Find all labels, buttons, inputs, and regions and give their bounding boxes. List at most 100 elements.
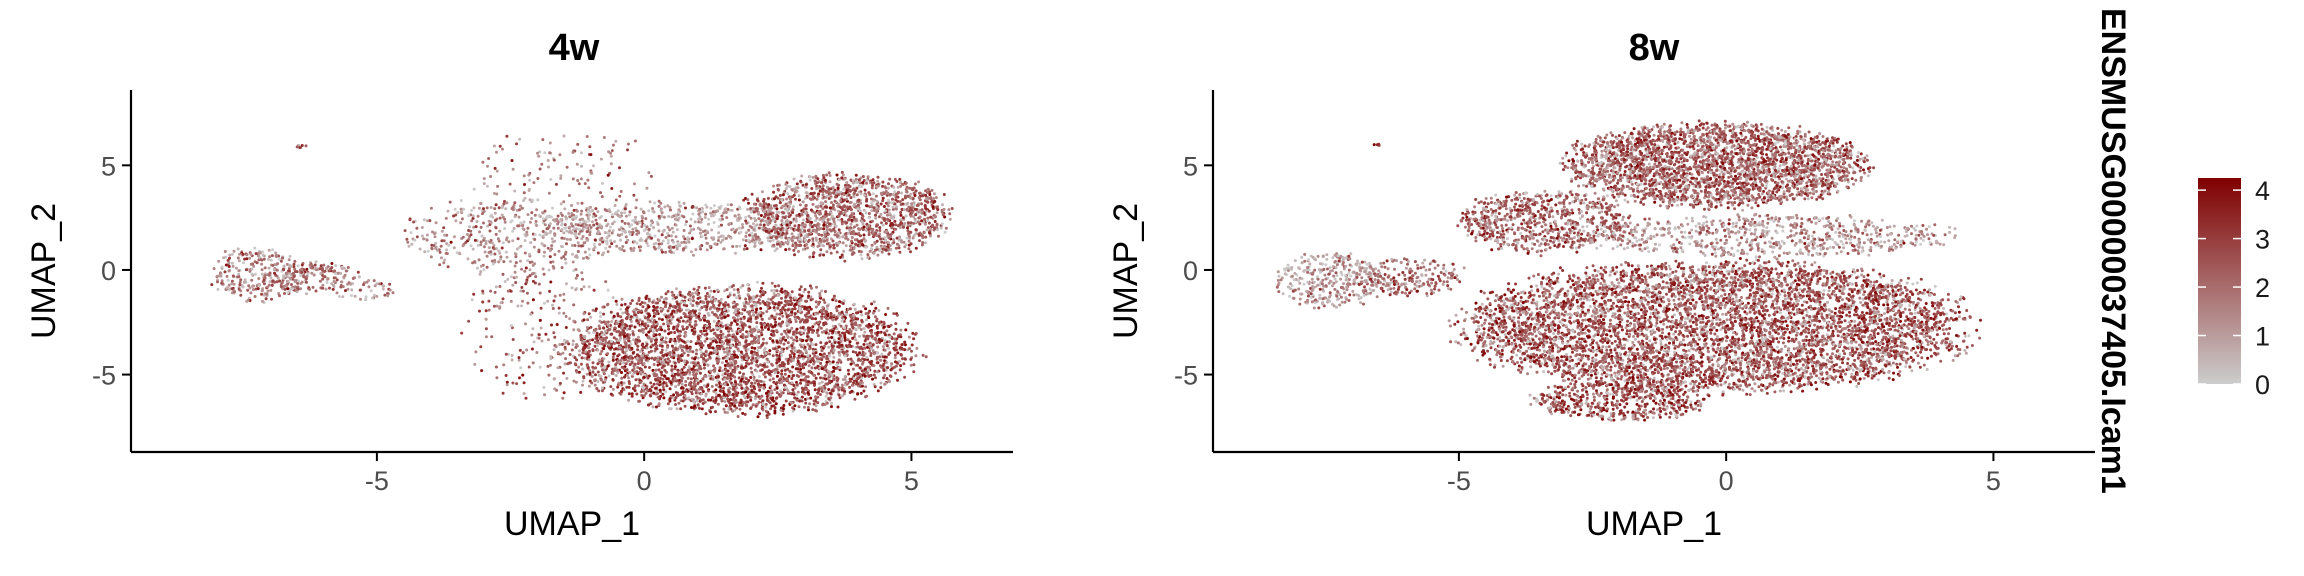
cell-point xyxy=(519,244,523,248)
cell-point xyxy=(605,239,609,243)
cell-point xyxy=(697,315,701,318)
cell-point xyxy=(518,137,522,141)
cell-point xyxy=(265,292,269,296)
cell-point xyxy=(610,149,614,153)
cell-point xyxy=(415,226,419,230)
cell-point xyxy=(832,243,836,247)
cell-point xyxy=(825,190,828,194)
cell-point xyxy=(239,278,243,282)
cell-point xyxy=(586,178,590,182)
cell-point xyxy=(722,386,726,390)
cell-point xyxy=(698,245,702,249)
cell-point xyxy=(406,240,410,244)
cell-point xyxy=(894,227,898,231)
cell-point xyxy=(509,220,513,224)
cell-point xyxy=(472,187,476,191)
cell-point xyxy=(650,236,654,240)
cell-point xyxy=(842,187,846,191)
cell-point xyxy=(811,252,815,256)
cell-point xyxy=(865,199,868,203)
cell-point xyxy=(821,187,825,191)
cell-point xyxy=(271,279,275,283)
cell-point xyxy=(879,381,883,385)
cell-point xyxy=(241,252,245,256)
cell-point xyxy=(418,247,422,251)
cell-point xyxy=(849,196,853,200)
cell-point xyxy=(720,214,724,218)
cell-point xyxy=(714,209,717,213)
cell-point xyxy=(898,177,902,181)
cell-point xyxy=(674,223,678,227)
cell-point xyxy=(724,404,728,408)
cell-point xyxy=(260,258,264,262)
cell-point xyxy=(902,225,905,229)
cell-point xyxy=(548,255,552,259)
cell-point xyxy=(606,352,610,356)
cell-point xyxy=(738,244,742,248)
cell-point xyxy=(799,243,803,247)
cell-point xyxy=(461,235,465,239)
cell-point xyxy=(822,223,826,227)
cell-point xyxy=(293,259,297,263)
cell-point xyxy=(660,242,664,246)
cell-point xyxy=(657,245,661,249)
cell-point xyxy=(624,203,628,206)
cell-point xyxy=(260,289,264,293)
cell-point xyxy=(836,405,840,409)
cell-point xyxy=(484,242,488,246)
cell-point xyxy=(712,204,716,208)
cell-point xyxy=(872,206,876,210)
cell-point xyxy=(774,235,778,239)
cell-point xyxy=(859,391,863,395)
cell-point xyxy=(867,212,871,215)
cell-point xyxy=(497,249,501,253)
cell-point xyxy=(853,202,857,206)
cell-point xyxy=(426,249,430,253)
cell-point xyxy=(216,274,220,278)
cell-point xyxy=(332,276,336,280)
cell-point xyxy=(542,254,546,258)
cell-point xyxy=(784,202,788,206)
cell-point xyxy=(704,212,708,216)
cell-point xyxy=(536,198,540,202)
cell-point xyxy=(861,175,865,178)
cell-point xyxy=(773,308,777,312)
cell-point xyxy=(686,353,690,357)
cell-point xyxy=(749,207,753,210)
cell-point xyxy=(592,212,596,216)
cell-point xyxy=(571,339,575,343)
cell-point xyxy=(523,269,527,273)
cell-point xyxy=(830,405,833,409)
cell-point xyxy=(861,243,865,247)
cell-point xyxy=(757,238,761,242)
cell-point xyxy=(593,238,597,242)
cell-point xyxy=(851,181,855,185)
cell-point xyxy=(607,360,611,364)
cell-point xyxy=(490,259,494,263)
cell-point xyxy=(231,264,235,268)
cell-point xyxy=(887,182,890,186)
cell-point xyxy=(576,142,580,146)
cell-point xyxy=(522,174,526,178)
cell-point xyxy=(692,227,696,231)
cell-point xyxy=(510,275,513,279)
cell-point xyxy=(491,262,495,266)
cell-point xyxy=(779,241,783,245)
cell-point xyxy=(525,233,529,237)
cell-point xyxy=(739,398,743,402)
cell-point xyxy=(651,207,655,210)
cell-point xyxy=(523,183,526,186)
cell-point xyxy=(843,259,847,263)
cell-point xyxy=(797,223,801,227)
cell-point xyxy=(546,246,550,250)
cell-point xyxy=(572,232,576,236)
cell-point xyxy=(924,235,928,239)
cell-point xyxy=(299,287,302,291)
cell-point xyxy=(364,298,368,302)
cell-point xyxy=(270,254,274,258)
cell-point xyxy=(860,257,864,261)
cell-point xyxy=(571,224,574,228)
cell-point xyxy=(800,213,804,217)
cell-point xyxy=(886,234,890,238)
cell-point xyxy=(747,214,751,218)
